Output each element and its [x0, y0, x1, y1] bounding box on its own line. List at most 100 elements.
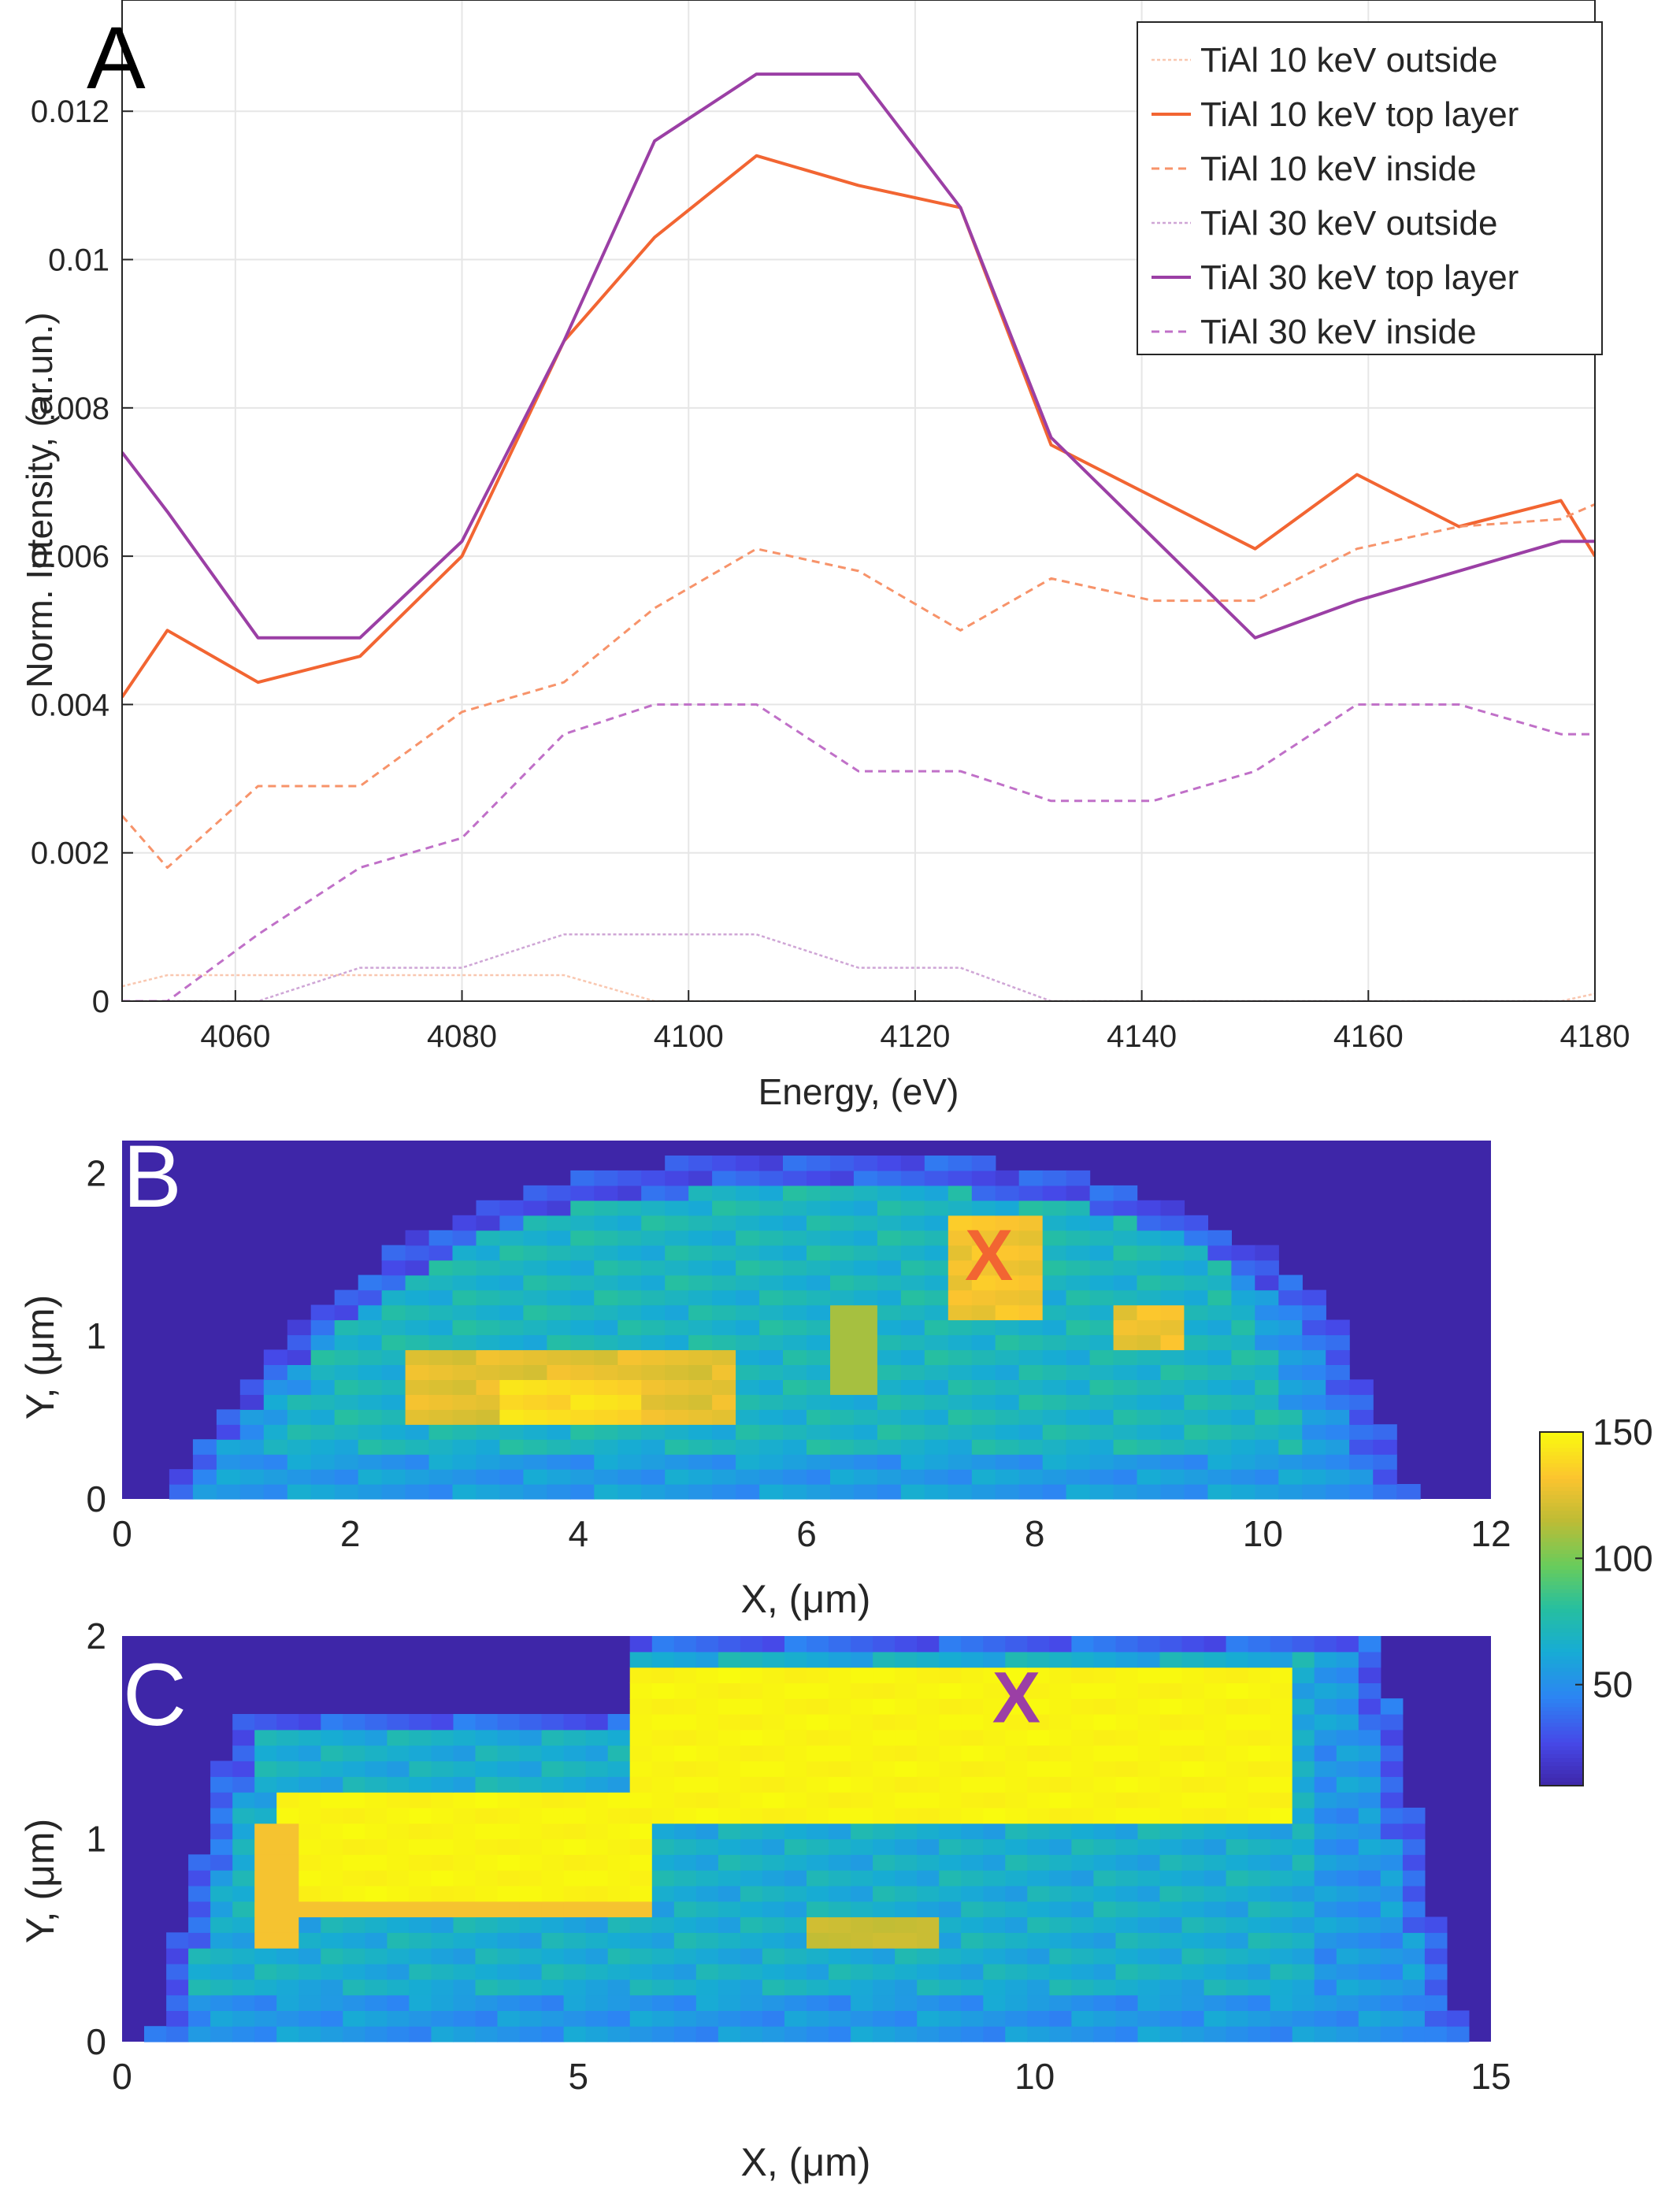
heatmap-cell — [895, 1979, 918, 1996]
heatmap-cell — [1380, 1776, 1404, 1793]
heatmap-cell — [1207, 1364, 1232, 1380]
heatmap-cell — [807, 1200, 831, 1216]
axes-box-a — [121, 0, 1596, 1002]
heatmap-cell — [188, 1916, 211, 1933]
heatmap-cell — [431, 1745, 454, 1762]
heatmap-cell — [523, 1289, 547, 1306]
heatmap-cell — [310, 1364, 336, 1380]
heatmap-cell — [1018, 1319, 1044, 1336]
heatmap-c — [122, 1636, 1491, 2042]
heatmap-cell — [651, 1916, 675, 1933]
heatmap-cell — [321, 1792, 343, 1809]
heatmap-cell — [1042, 1334, 1067, 1351]
heatmap-cell — [216, 1454, 241, 1470]
colorbar-step — [1540, 1762, 1583, 1767]
heatmap-cell — [409, 1714, 432, 1731]
heatmap-cell — [718, 1760, 741, 1777]
heatmap-cell — [948, 1304, 973, 1321]
heatmap-cell — [1226, 1854, 1249, 1871]
heatmap-cell — [1278, 1484, 1303, 1500]
heatmap-cell — [1137, 1304, 1162, 1321]
heatmap-cell — [1231, 1364, 1255, 1380]
heatmap-cell — [740, 2010, 763, 2027]
heatmap-cell — [563, 1714, 587, 1731]
heatmap-cell — [924, 1409, 949, 1425]
heatmap-cell — [1049, 1729, 1072, 1746]
heatmap-cell — [807, 1289, 831, 1306]
heatmap-cell — [924, 1469, 949, 1485]
heatmap-cell — [1336, 1870, 1359, 1887]
heatmap-cell — [365, 1760, 388, 1777]
heatmap-cell — [830, 1289, 855, 1306]
heatmap-cell — [1270, 1682, 1293, 1699]
heatmap-cell — [1358, 1651, 1381, 1668]
heatmap-cell — [873, 1964, 896, 1980]
heatmap-cell — [873, 1698, 896, 1715]
heatmap-cell — [665, 1424, 689, 1440]
heatmap-cell — [1066, 1260, 1091, 1276]
heatmap-cell — [830, 1304, 855, 1321]
heatmap-cell — [1005, 1901, 1028, 1918]
heatmap-cell — [651, 2010, 675, 2027]
heatmap-cell — [1071, 1807, 1094, 1824]
heatmap-cell — [629, 1729, 653, 1746]
heatmap-cell — [1270, 1838, 1293, 1855]
heatmap-cell — [712, 1484, 736, 1500]
x-tick-label: 5 — [569, 2056, 589, 2097]
heatmap-cell — [1226, 1760, 1249, 1777]
heatmap-cell — [673, 1870, 697, 1887]
heatmap-cell — [1042, 1170, 1067, 1186]
heatmap-cell — [712, 1424, 736, 1440]
heatmap-cell — [629, 1854, 653, 1871]
heatmap-cell — [1402, 1807, 1426, 1824]
heatmap-cell — [541, 1807, 565, 1824]
heatmap-cell — [900, 1260, 925, 1276]
heatmap-cell — [853, 1319, 878, 1336]
heatmap-cell — [924, 1156, 949, 1171]
heatmap-cell — [1349, 1439, 1374, 1455]
heatmap-cell — [1255, 1379, 1279, 1395]
heatmap-cell — [1137, 1698, 1161, 1715]
heatmap-cell — [387, 1792, 410, 1809]
heatmap-cell — [232, 1792, 255, 1809]
heatmap-cell — [188, 1854, 211, 1871]
heatmap-cell — [497, 1760, 521, 1777]
heatmap-cell — [939, 1698, 962, 1715]
heatmap-cell — [783, 1394, 807, 1410]
heatmap-cell — [405, 1394, 430, 1410]
heatmap-cell — [1181, 1932, 1205, 1949]
heatmap-cell — [254, 1885, 277, 1902]
heatmap-cell — [807, 1230, 831, 1246]
heatmap-cell — [1203, 1807, 1227, 1824]
heatmap-cell — [900, 1274, 925, 1291]
heatmap-cell — [895, 1823, 918, 1840]
heatmap-cell — [475, 1807, 499, 1824]
heatmap-cell — [254, 1776, 277, 1793]
heatmap-cell — [688, 1349, 713, 1365]
heatmap-cell — [1071, 2010, 1094, 2027]
y-ticks-c: 012 — [86, 1616, 106, 2062]
heatmap-cell — [239, 1454, 265, 1470]
heatmap-cell — [607, 1979, 631, 1996]
series-line-6 — [122, 703, 1595, 1001]
heatmap-cell — [1314, 1776, 1337, 1793]
heatmap-cell — [1446, 2026, 1470, 2042]
y-tick-label: 0.006 — [31, 540, 109, 574]
heatmap-cell — [665, 1484, 689, 1500]
heatmap-cell — [1358, 1776, 1381, 1793]
heatmap-cell — [431, 1994, 454, 2011]
heatmap-cell — [387, 1948, 410, 1964]
heatmap-cell — [1027, 1994, 1050, 2011]
heatmap-cell — [961, 1714, 984, 1731]
heatmap-cell — [563, 1838, 587, 1855]
series-lines-a — [122, 72, 1595, 1001]
heatmap-cell — [1380, 1729, 1404, 1746]
heatmap-cell — [983, 1682, 1006, 1699]
heatmap-cell — [948, 1424, 973, 1440]
heatmap-cell — [523, 1274, 547, 1291]
heatmap-cell — [695, 1870, 719, 1887]
heatmap-cell — [924, 1274, 949, 1291]
heatmap-cell — [387, 1838, 410, 1855]
heatmap-cell — [900, 1200, 925, 1216]
heatmap-cell — [453, 1932, 477, 1949]
